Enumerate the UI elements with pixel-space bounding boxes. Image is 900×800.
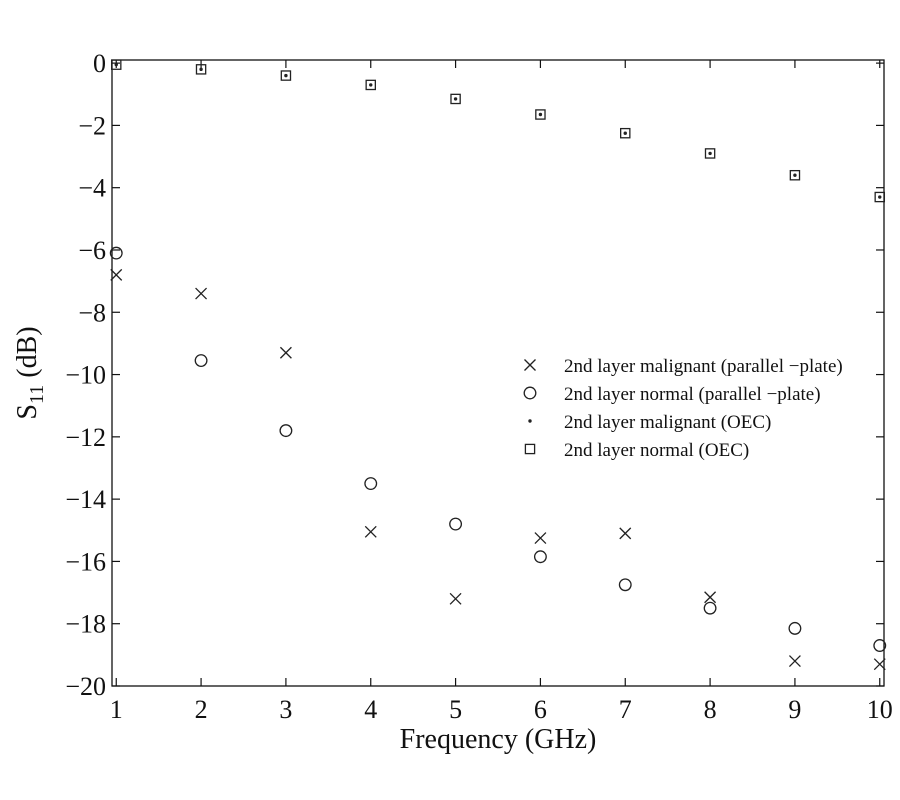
y-tick-label: −16 [65,547,106,576]
data-point-square [535,109,546,120]
data-point-x [279,346,292,359]
data-point-dot [114,62,118,67]
data-point-circle [449,517,463,531]
y-axis-label: S11 (dB) [12,326,48,419]
data-point-dot [878,195,882,199]
y-axis-label-suffix: (dB) [12,326,43,384]
axis-tick-labels: 1 2 3 4 5 6 7 8 9 10 0 −2 −4 −6 −8 −10 −12 −14 −16 −18 −20 [65,49,892,724]
data-point-circle [364,477,378,491]
x-axis-label: Frequency (GHz) [400,724,597,755]
y-tick-label: −12 [65,423,106,452]
x-tick-label: 6 [534,695,547,724]
data-point-x [534,532,547,545]
legend-marker-circle [523,386,537,400]
x-tick-label: 4 [364,695,377,724]
data-point-x [619,527,632,540]
legend: 2nd layer malignant (parallel −plate) 2nd… [523,356,843,461]
data-point-dot [453,97,458,101]
legend-marker-square [524,443,536,455]
data-point-circle [279,424,293,438]
legend-marker-dot [528,419,532,423]
y-tick-label: −14 [65,485,106,514]
data-point-square [704,148,716,159]
data-point-dot [708,151,712,156]
y-tick-label: −6 [78,236,106,265]
y-tick-label: −4 [78,174,106,203]
data-point-x [873,658,886,671]
x-tick-label: 8 [704,695,717,724]
y-tick-label: −18 [65,610,106,639]
legend-label: 2nd layer malignant (parallel −plate) [564,356,843,377]
x-tick-label: 1 [110,695,123,724]
data-point-x [788,655,801,668]
data-point-square [365,79,376,91]
legend-label: 2nd layer malignant (OEC) [564,412,771,433]
x-tick-label: 7 [619,695,632,724]
x-tick-label: 3 [279,695,292,724]
data-point-square [874,191,886,203]
data-point-circle [194,354,208,367]
x-tick-label: 5 [449,695,462,724]
data-point-x [704,591,717,604]
data-point-square [789,169,801,181]
y-tick-label: −20 [65,672,106,701]
data-point-x [364,525,377,538]
data-marks [109,59,887,671]
data-point-square [110,59,122,70]
data-point-circle [873,639,887,652]
axis-ticks [112,60,884,687]
legend-label: 2nd layer normal (OEC) [564,440,749,461]
y-axis-label-subscript: 11 [26,385,48,404]
x-tick-label: 10 [867,695,893,724]
data-point-square [195,64,207,75]
data-point-x [195,287,208,300]
legend-marker-x [524,359,536,371]
plot-area [111,59,885,687]
y-tick-label: −2 [78,111,106,140]
data-point-circle [703,601,717,615]
data-point-square [450,93,461,105]
x-tick-label: 9 [788,695,801,724]
data-point-square [620,127,631,139]
y-tick-label: −10 [65,361,106,390]
data-point-dot [199,67,203,72]
y-tick-label: 0 [93,49,106,78]
data-point-dot [284,73,288,78]
data-point-dot [623,131,627,135]
y-axis-label-main: S [12,404,43,420]
data-point-x [110,268,123,281]
data-point-x [449,592,462,605]
data-point-circle [788,621,802,635]
x-tick-label: 2 [195,695,208,724]
y-tick-label: −8 [78,298,106,327]
data-point-square [280,70,292,81]
data-point-dot [369,83,373,87]
data-point-dot [793,173,797,177]
data-point-circle [533,550,547,564]
data-point-dot [538,112,543,117]
legend-label: 2nd layer normal (parallel −plate) [564,384,821,405]
data-point-circle [109,246,123,260]
data-point-circle [618,578,632,592]
